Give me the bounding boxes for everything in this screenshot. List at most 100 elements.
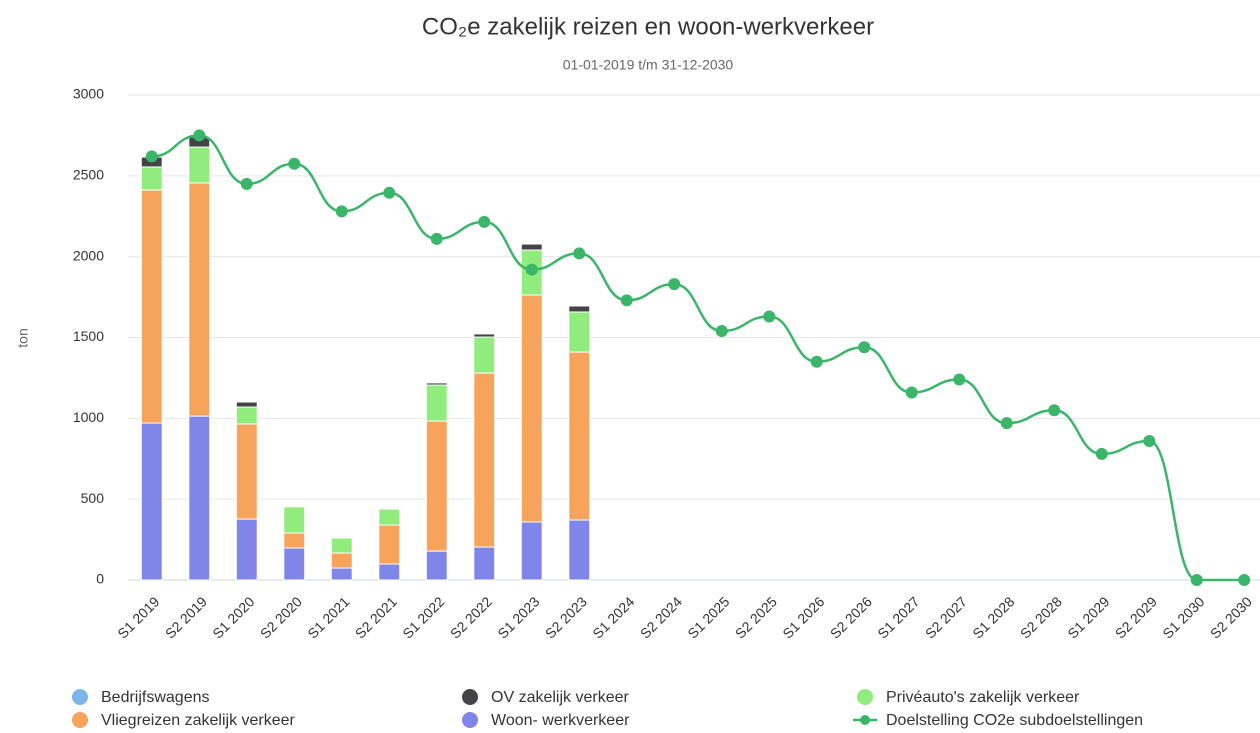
legend-item: Privéauto's zakelijk verkeer <box>857 689 1080 706</box>
legend-item: Doelstelling CO2e subdoelstellingen <box>853 712 1143 729</box>
bar-segment <box>330 567 353 581</box>
line-point <box>905 386 918 399</box>
line-point <box>573 247 586 260</box>
x-tick-label: S1 2028 <box>969 593 1017 641</box>
legend-symbol <box>860 715 870 725</box>
bar-segment <box>235 406 258 425</box>
line-point <box>620 294 633 307</box>
bar-segment <box>520 294 543 523</box>
y-tick-label: 3000 <box>73 86 104 102</box>
y-axis-label: ton <box>15 328 31 347</box>
legend-item: Vliegreizen zakelijk verkeer <box>72 712 296 729</box>
bar-segment <box>330 536 353 539</box>
bar-segment <box>568 519 591 581</box>
line-point <box>1143 434 1156 447</box>
legend-item: OV zakelijk verkeer <box>462 689 629 706</box>
bar-segment <box>140 422 163 581</box>
y-tick-label: 1500 <box>73 328 104 344</box>
bar-segment <box>378 507 401 510</box>
bar-segment <box>425 384 448 422</box>
legend-item: Bedrijfswagens <box>72 689 210 706</box>
legend-label: Privéauto's zakelijk verkeer <box>886 689 1080 706</box>
line-point <box>763 310 776 323</box>
legend-item: Woon- werkverkeer <box>462 712 630 729</box>
bar-segment <box>425 382 448 386</box>
legend-label: Bedrijfswagens <box>101 689 210 706</box>
line-point <box>335 205 348 218</box>
line-point <box>240 177 253 190</box>
x-tick-label: S2 2020 <box>257 593 305 641</box>
x-tick-label: S2 2026 <box>827 593 875 641</box>
x-tick-label: S2 2030 <box>1207 593 1255 641</box>
bar-segment <box>235 423 258 520</box>
line-point <box>668 278 681 291</box>
bar-segment <box>473 336 496 374</box>
line-point <box>1095 447 1108 460</box>
x-tick-label: S2 2025 <box>732 593 780 641</box>
bar-segment <box>283 547 306 581</box>
x-tick-label: S1 2019 <box>114 593 162 641</box>
line-point <box>525 263 538 276</box>
bar-segment <box>473 372 496 548</box>
bar-segment <box>283 532 306 549</box>
line-point <box>953 373 966 386</box>
chart-title: CO₂e zakelijk reizen en woon-werkverkeer <box>422 13 874 40</box>
legend-symbol <box>462 689 478 705</box>
x-tick-label: S1 2029 <box>1064 593 1112 641</box>
x-tick-label: S2 2022 <box>447 593 495 641</box>
line-point <box>430 232 443 245</box>
bar-segment <box>473 333 496 338</box>
x-tick-label: S2 2028 <box>1017 593 1065 641</box>
line-point <box>145 150 158 163</box>
chart-subtitle: 01-01-2019 t/m 31-12-2030 <box>563 57 734 73</box>
y-tick-label: 2500 <box>73 167 104 183</box>
bar-segment <box>568 311 591 353</box>
bar-segment <box>330 552 353 569</box>
line-point <box>810 355 823 368</box>
bar-segment <box>330 537 353 554</box>
bar-segment <box>140 189 163 424</box>
bar-segment <box>378 508 401 526</box>
x-tick-label: S2 2019 <box>162 593 210 641</box>
bar-segment <box>235 518 258 581</box>
bar-segment <box>568 351 591 521</box>
legend-symbol <box>857 689 873 705</box>
bar-segment <box>520 243 543 251</box>
x-tick-label: S1 2024 <box>589 593 637 641</box>
bar-segment <box>140 166 163 191</box>
legend-label: OV zakelijk verkeer <box>491 689 629 706</box>
line <box>151 134 1245 582</box>
line-point <box>478 215 491 228</box>
legend-symbol <box>72 689 88 705</box>
legend-label: Doelstelling CO2e subdoelstellingen <box>886 712 1143 729</box>
bar-segment <box>473 546 496 581</box>
line-point <box>1000 417 1013 430</box>
x-tick-label: S1 2030 <box>1159 593 1207 641</box>
x-tick-label: S2 2027 <box>922 593 970 641</box>
bar-segment <box>520 521 543 581</box>
bar-segment <box>283 506 306 534</box>
line-point <box>1238 574 1251 586</box>
line-point <box>715 325 728 338</box>
line-point <box>858 341 871 354</box>
y-tick-label: 2000 <box>73 247 104 263</box>
line-point <box>383 186 396 199</box>
x-tick-label: S1 2022 <box>399 593 447 641</box>
legend-label: Woon- werkverkeer <box>491 712 630 729</box>
x-tick-label: S1 2020 <box>209 593 257 641</box>
y-tick-label: 1000 <box>73 409 104 425</box>
x-tick-label: S2 2021 <box>352 593 400 641</box>
bar-segment <box>425 420 448 552</box>
x-tick-label: S2 2023 <box>542 593 590 641</box>
line-point <box>1048 404 1061 417</box>
bar-segment <box>378 524 401 565</box>
x-tick-label: S1 2025 <box>684 593 732 641</box>
x-tick-label: S2 2029 <box>1112 593 1160 641</box>
bar-segment <box>425 550 448 581</box>
bar-segment <box>568 305 591 313</box>
x-tick-label: S1 2021 <box>304 593 352 641</box>
line-point <box>193 129 206 142</box>
x-tick-label: S1 2026 <box>779 593 827 641</box>
bar-segment <box>378 563 401 581</box>
